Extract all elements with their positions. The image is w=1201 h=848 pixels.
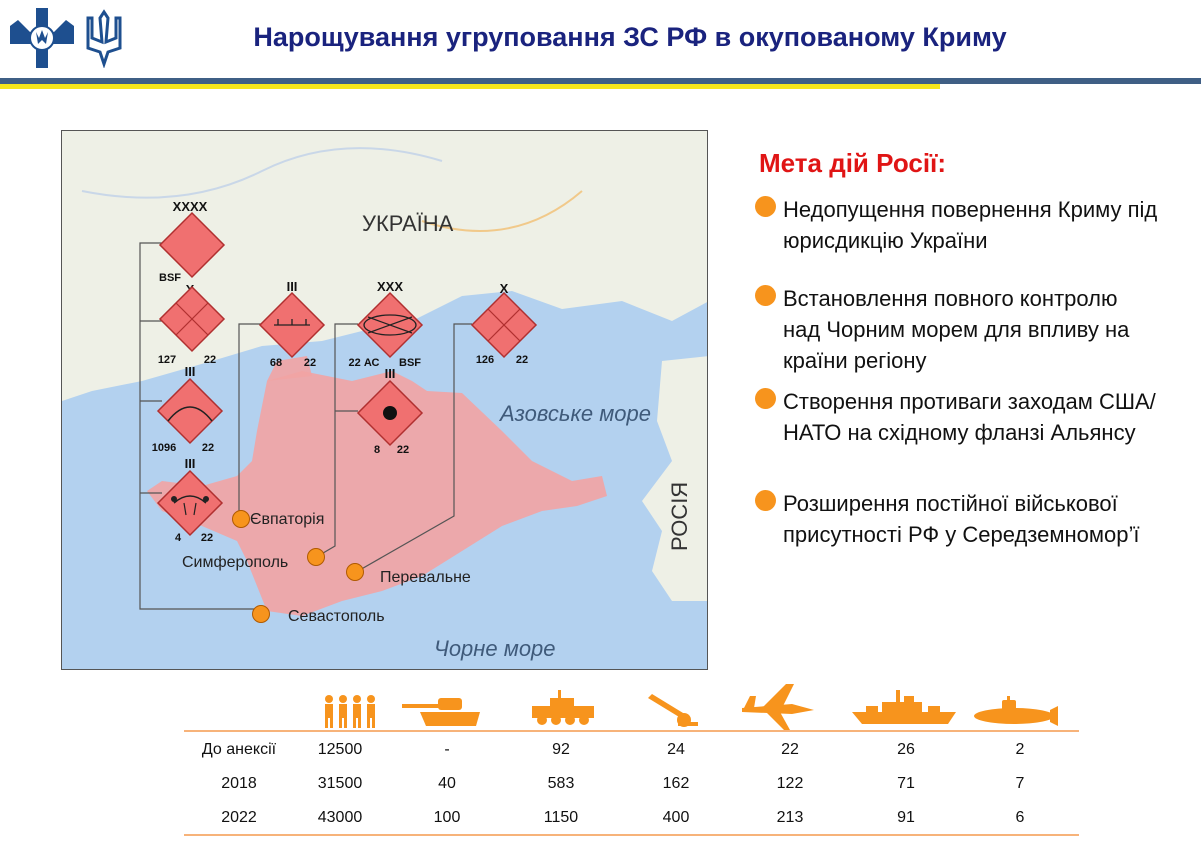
tank-icon bbox=[402, 694, 484, 733]
unit-label-left: 1096 bbox=[152, 442, 176, 454]
warship-icon bbox=[852, 690, 956, 731]
cell-aircraft: 213 bbox=[776, 809, 804, 826]
unit-label-right: 22 bbox=[201, 532, 213, 544]
city-label-sevastopol: Севастополь bbox=[288, 608, 385, 625]
table-row: 2022 43000 100 1150 400 213 91 6 bbox=[184, 809, 1079, 839]
goal-bullet bbox=[755, 490, 776, 511]
unit-label-right: BSF bbox=[399, 357, 421, 369]
city-marker-yevpatoria bbox=[232, 510, 250, 528]
header-divider-blue bbox=[0, 78, 1201, 84]
goals-title: Мета дій Росії: bbox=[759, 148, 947, 178]
cell-tanks: 40 bbox=[438, 775, 456, 792]
personnel-icon bbox=[320, 694, 380, 735]
row-label: 2022 bbox=[221, 809, 257, 826]
sea-label-black: Чорне море bbox=[434, 636, 556, 661]
unit-label-right: 22 bbox=[516, 354, 528, 366]
unit-symbol-army-corps-22: XXX 22 АС BSF bbox=[349, 279, 424, 369]
row-label: 2018 bbox=[221, 775, 257, 792]
unit-label-left: 126 bbox=[476, 354, 494, 366]
unit-echelon: X bbox=[500, 281, 509, 296]
unit-echelon: III bbox=[385, 366, 396, 381]
crimea-map: УКРАЇНА РОСІЯ Азовське море Чорне море Є… bbox=[61, 130, 708, 670]
table-bottom-divider bbox=[184, 834, 1079, 836]
unit-label-right: 22 bbox=[397, 444, 409, 456]
unit-echelon: III bbox=[287, 279, 298, 294]
cell-tanks: 100 bbox=[433, 809, 461, 826]
cell-submarines: 7 bbox=[1015, 775, 1025, 792]
unit-label-right: 22 bbox=[204, 354, 216, 366]
cell-personnel: 43000 bbox=[317, 809, 363, 826]
row-label: До анексії bbox=[201, 741, 277, 758]
table-top-divider bbox=[184, 730, 1079, 732]
header-divider-yellow bbox=[0, 84, 940, 89]
trident-emblem bbox=[84, 8, 124, 69]
goal-item: Розширення постійної військової присутно… bbox=[783, 491, 1140, 547]
city-marker-simferopol bbox=[307, 548, 325, 566]
cell-personnel: 31500 bbox=[317, 775, 363, 792]
armed-forces-emblem bbox=[8, 6, 76, 70]
goal-item: Недопущення повернення Криму під юрисдик… bbox=[783, 197, 1158, 253]
city-label-yevpatoria: Євпаторія bbox=[250, 511, 325, 528]
submarine-icon bbox=[972, 696, 1058, 731]
unit-symbol-regiment-68: III 68 22 bbox=[258, 279, 326, 369]
goal-bullet bbox=[755, 388, 776, 409]
cell-warships: 91 bbox=[897, 809, 915, 826]
unit-label-left: 22 АС bbox=[349, 357, 380, 369]
unit-echelon: XXX bbox=[377, 279, 403, 294]
unit-label-left: 127 bbox=[158, 354, 176, 366]
cell-artillery: 162 bbox=[662, 775, 690, 792]
sea-label-azov: Азовське море bbox=[500, 401, 651, 426]
unit-label-right: 22 bbox=[202, 442, 214, 454]
artillery-icon bbox=[648, 694, 700, 733]
cell-submarines: 6 bbox=[1015, 809, 1025, 826]
unit-symbol-fleet: XXXX BSF bbox=[158, 199, 226, 284]
country-label-ukraine: УКРАЇНА bbox=[362, 211, 454, 236]
city-marker-perevalne bbox=[346, 563, 364, 581]
cell-aircraft: 22 bbox=[781, 741, 799, 758]
cell-armored: 1150 bbox=[543, 809, 579, 826]
cell-personnel: 12500 bbox=[317, 741, 363, 758]
cell-artillery: 24 bbox=[667, 741, 685, 758]
cell-tanks: - bbox=[444, 741, 450, 758]
unit-symbol-regiment-4: III 4 22 bbox=[156, 456, 224, 544]
armored-vehicle-icon bbox=[528, 690, 598, 731]
cell-aircraft: 122 bbox=[776, 775, 804, 792]
unit-symbol-regiment-1096: III 1096 22 bbox=[152, 364, 224, 454]
city-label-simferopol: Симферополь bbox=[182, 554, 289, 571]
unit-label-left: 68 bbox=[270, 357, 282, 369]
goal-item: Встановлення повного контролю над Чорним… bbox=[783, 286, 1130, 373]
unit-symbol-regiment-8: III 8 22 bbox=[356, 366, 424, 456]
unit-label-left: 4 bbox=[175, 532, 182, 544]
cell-warships: 26 bbox=[897, 741, 915, 758]
goal-item: Створення противаги заходам США/НАТО на … bbox=[783, 389, 1156, 445]
aircraft-icon bbox=[742, 684, 814, 735]
unit-label-right: 22 bbox=[304, 357, 316, 369]
unit-echelon: III bbox=[185, 456, 196, 471]
unit-echelon: III bbox=[185, 364, 196, 379]
goal-bullet bbox=[755, 196, 776, 217]
city-marker-sevastopol bbox=[252, 605, 270, 623]
unit-label-left: BSF bbox=[159, 272, 181, 284]
unit-symbol-brigade-126: X 126 22 bbox=[470, 281, 538, 366]
unit-echelon: XXXX bbox=[173, 199, 208, 214]
cell-armored: 92 bbox=[552, 741, 570, 758]
cell-warships: 71 bbox=[897, 775, 915, 792]
city-label-perevalne: Перевальне bbox=[380, 569, 471, 586]
unit-label-left: 8 bbox=[374, 444, 380, 456]
cell-submarines: 2 bbox=[1015, 741, 1025, 758]
page-title: Нарощування угруповання ЗС РФ в окупован… bbox=[253, 22, 1007, 52]
table-row: До анексії 12500 - 92 24 22 26 2 bbox=[184, 741, 1079, 771]
goal-bullet bbox=[755, 285, 776, 306]
cell-armored: 583 bbox=[547, 775, 575, 792]
unit-symbol-brigade-127: X 127 22 bbox=[158, 282, 226, 366]
table-row: 2018 31500 40 583 162 122 71 7 bbox=[184, 775, 1079, 805]
cell-artillery: 400 bbox=[662, 809, 690, 826]
